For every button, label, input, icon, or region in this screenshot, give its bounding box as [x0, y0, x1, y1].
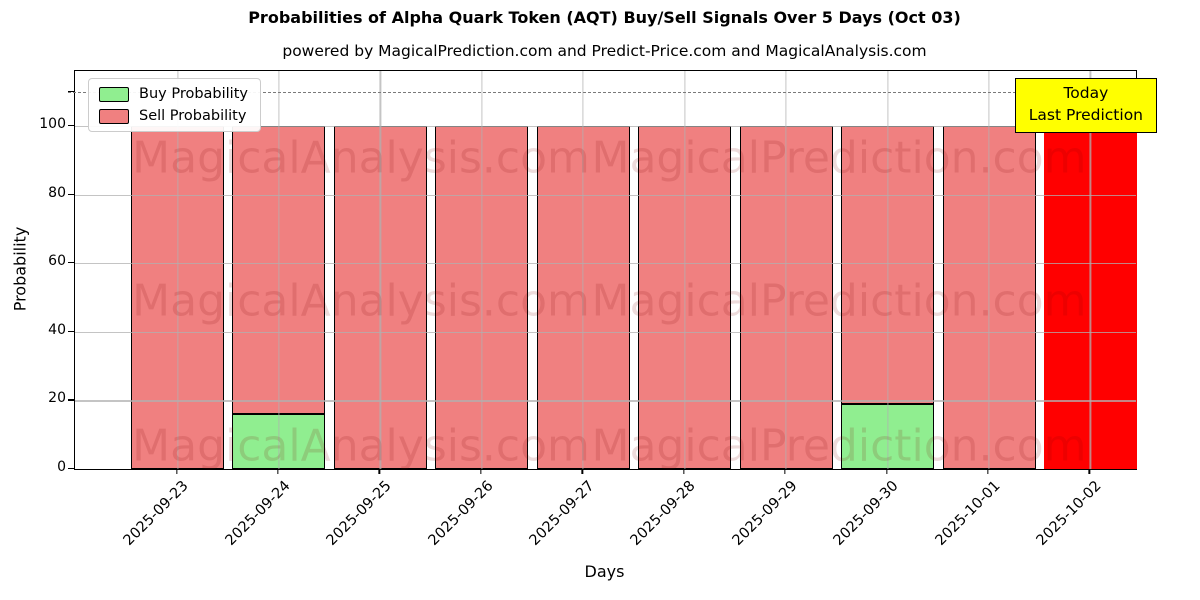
x-tick-mark [885, 469, 888, 474]
x-tick-label: 2025-09-30 [830, 478, 902, 549]
y-tick-mark [68, 124, 74, 127]
x-tick-mark [175, 469, 178, 474]
bar-segment-sell [333, 125, 427, 469]
chart-subtitle: powered by MagicalPrediction.com and Pre… [282, 42, 927, 60]
x-tick-mark [987, 469, 989, 474]
x-tick-label: 2025-09-26 [425, 478, 497, 549]
bar-segment-sell [131, 125, 224, 469]
legend-label-sell: Sell Probability [139, 108, 247, 124]
legend-item-sell: Sell Probability [99, 108, 248, 124]
x-tick-label: 2025-09-28 [628, 478, 700, 549]
y-tick-mark [68, 90, 74, 92]
x-tick-label: 2025-09-24 [222, 478, 294, 549]
x-tick-label: 2025-09-23 [120, 478, 192, 549]
x-tick-mark [683, 469, 685, 474]
x-tick-mark [1088, 469, 1091, 474]
bar-segment-sell [435, 125, 529, 469]
bar-segment-sell [739, 125, 833, 469]
x-tick-label: 2025-09-29 [729, 478, 801, 549]
plot-area: MagicalAnalysis.com MagicalPrediction.co… [68, 70, 1157, 472]
legend-label-buy: Buy Probability [139, 86, 248, 102]
bar-segment-buy [232, 414, 326, 469]
threshold-dashed-line [68, 91, 1136, 93]
y-tick-mark [68, 193, 74, 195]
sell-color-swatch [99, 108, 129, 124]
x-tick-mark [480, 469, 482, 474]
y-tick-label: 60 [48, 253, 66, 270]
bar-segment-sell [942, 125, 1036, 469]
bar-segment-sell [841, 125, 935, 404]
x-tick-mark [581, 469, 583, 474]
x-tick-label: 2025-09-27 [526, 478, 598, 549]
y-tick-mark [68, 262, 74, 264]
y-tick-label: 100 [39, 116, 66, 133]
x-tick-label: 2025-10-02 [1033, 478, 1105, 549]
legend: Buy Probability Sell Probability [88, 78, 261, 132]
bar-segment-sell-today [1043, 125, 1137, 469]
y-tick-mark [68, 399, 74, 401]
x-tick-mark [378, 469, 381, 474]
y-tick-label: 40 [48, 321, 66, 338]
x-tick-mark [784, 469, 786, 474]
chart-title: Probabilities of Alpha Quark Token (AQT)… [248, 8, 961, 27]
x-tick-label: 2025-10-01 [932, 478, 1004, 549]
y-tick-label: 0 [57, 459, 66, 476]
buy-color-swatch [99, 86, 129, 102]
bar-segment-sell [536, 125, 630, 469]
bar-segment-sell [232, 125, 326, 415]
legend-item-buy: Buy Probability [99, 86, 248, 102]
y-tick-mark [68, 330, 74, 333]
bar-segment-buy [841, 403, 935, 469]
x-tick-mark [277, 469, 279, 474]
y-tick-mark [68, 468, 74, 470]
y-tick-label: 20 [48, 390, 66, 407]
x-tick-label: 2025-09-25 [323, 478, 395, 549]
today-annotation-line2: Last Prediction [1028, 106, 1143, 125]
bar-segment-sell [638, 125, 732, 469]
y-tick-label: 80 [48, 184, 66, 201]
today-annotation: Today Last Prediction [1014, 78, 1157, 133]
x-axis-label: Days [584, 562, 625, 581]
today-annotation-line1: Today [1063, 84, 1109, 102]
